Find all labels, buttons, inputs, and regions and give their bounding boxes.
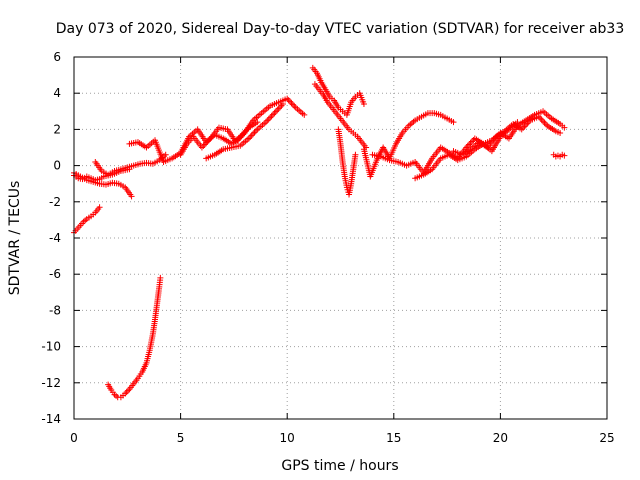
y-axis-label: SDTVAR / TECUs [7, 181, 23, 296]
data-point [268, 113, 275, 120]
data-point [82, 217, 89, 224]
data-point [247, 133, 254, 140]
grid-lines [74, 57, 607, 419]
data-point [279, 101, 286, 108]
axis-ticks: 0 5 10 15 20 25 -14 -12 -10 -8 -6 -4 -2 0 2 4 6 [41, 50, 614, 445]
x-tick-label: 15 [386, 431, 401, 445]
series-arc-end [550, 151, 568, 160]
data-points [71, 64, 568, 401]
series-arc-late-c [412, 108, 568, 182]
data-point [352, 151, 359, 158]
series-arc-mid-c [203, 101, 286, 162]
data-point [113, 392, 120, 399]
data-point [252, 127, 259, 134]
data-point [162, 151, 169, 158]
data-point [450, 119, 457, 126]
data-point [274, 107, 281, 114]
y-tick-label: -4 [49, 231, 61, 245]
data-point [537, 115, 544, 122]
data-point [277, 104, 284, 111]
series-arc-dip [335, 126, 359, 198]
data-point [301, 111, 308, 118]
data-point [289, 101, 296, 108]
data-point [254, 119, 261, 126]
data-point [251, 129, 258, 136]
x-tick-label: 5 [177, 431, 185, 445]
series-arc-peak [309, 64, 367, 118]
series-arc-mid-a [126, 119, 261, 165]
data-point [561, 152, 568, 159]
y-tick-label: 6 [53, 50, 61, 64]
data-point [275, 105, 282, 112]
chart-title: Day 073 of 2020, Sidereal Day-to-day VTE… [56, 21, 625, 37]
data-point [125, 387, 132, 394]
data-point [540, 118, 547, 125]
data-point [269, 111, 276, 118]
data-point [123, 389, 130, 396]
x-tick-label: 10 [280, 431, 295, 445]
x-axis-label: GPS time / hours [281, 458, 398, 474]
data-point [408, 120, 415, 127]
data-point [157, 274, 164, 281]
series-arc-rise-a [71, 169, 135, 200]
data-point [541, 119, 548, 126]
x-tick-label: 20 [493, 431, 508, 445]
data-point [271, 110, 278, 117]
series-arc-low-start [71, 204, 103, 236]
data-point [288, 100, 295, 107]
series-arc-rise-b [92, 151, 169, 178]
series-arc-mid-b [177, 95, 308, 158]
series-arc-peak-b [311, 81, 370, 151]
series-arc-late-a [360, 110, 457, 180]
data-point [557, 130, 564, 137]
x-tick-label: 25 [599, 431, 614, 445]
series-arc-late-b [369, 119, 521, 176]
data-point [96, 204, 103, 211]
data-point [250, 130, 257, 137]
y-tick-label: -10 [41, 340, 61, 354]
y-tick-label: -14 [41, 412, 61, 426]
data-point [248, 132, 255, 139]
y-tick-label: 0 [53, 159, 61, 173]
data-point [561, 124, 568, 131]
data-point [267, 114, 274, 121]
data-point [272, 108, 279, 115]
y-tick-label: -12 [41, 376, 61, 390]
data-point [264, 117, 271, 124]
data-point [291, 103, 298, 110]
data-point [265, 116, 272, 123]
y-tick-label: -8 [49, 303, 61, 317]
data-point [360, 101, 367, 108]
data-point [407, 121, 414, 128]
data-point [128, 193, 135, 200]
series-arc-late-d [450, 113, 564, 158]
y-tick-label: -2 [49, 195, 61, 209]
series-arc-deep [105, 274, 164, 401]
x-tick-label: 0 [70, 431, 78, 445]
data-point [285, 97, 292, 104]
y-tick-label: -6 [49, 267, 61, 281]
y-tick-label: 2 [53, 122, 61, 136]
y-tick-label: 4 [53, 86, 61, 100]
